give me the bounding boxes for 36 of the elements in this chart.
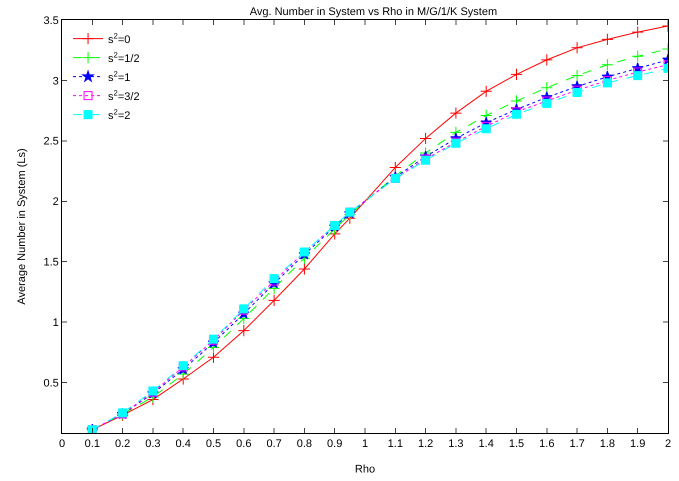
legend-label: s$^{2}$=3/2 <box>108 88 140 103</box>
x-tick-label: 1.3 <box>448 438 464 450</box>
x-tick-label: 0.2 <box>114 438 130 450</box>
x-tick-label: 1.9 <box>630 438 646 450</box>
x-tick-label: 0.1 <box>84 438 100 450</box>
legend-label: s$^{2}$=0 <box>108 31 130 46</box>
legend-label: s$^{2}$=1 <box>108 69 130 84</box>
legend-label: s$^{2}$=1/2 <box>108 50 140 65</box>
x-tick-label: 0.9 <box>327 438 342 450</box>
y-tick-label: 0.5 <box>44 377 59 390</box>
x-tick-label: 0.4 <box>176 438 191 450</box>
y-tick-label: 1.5 <box>44 256 59 269</box>
chart-title: Avg. Number in System vs Rho in M/G/1/K System <box>250 6 498 18</box>
x-tick-label: 1.5 <box>508 438 524 450</box>
y-tick-label: 2 <box>52 196 59 208</box>
y-axis-title: Average Number in System (Ls) <box>16 148 28 305</box>
x-tick-label: 1.4 <box>478 438 494 450</box>
x-tick-label: 0 <box>58 438 66 450</box>
x-tick-label: 0.7 <box>266 438 282 450</box>
y-tick-label: 3 <box>52 75 59 88</box>
y-tick-label: 1 <box>52 317 59 330</box>
x-tick-label: 1.8 <box>600 438 616 450</box>
x-tick-label: 0.5 <box>206 438 222 450</box>
x-tick-label: 1.1 <box>388 438 403 450</box>
y-tick-label: 3.5 <box>44 14 59 27</box>
x-tick-label: 0.6 <box>236 438 252 450</box>
x-axis-title: Rho <box>354 463 376 476</box>
x-tick-label: 1.2 <box>418 438 434 450</box>
legend-label: s$^{2}$=2 <box>108 107 130 122</box>
x-tick-label: 0.3 <box>145 438 161 450</box>
y-tick-label: 2.5 <box>44 136 59 148</box>
x-tick-label: 0.8 <box>296 438 312 450</box>
x-tick-label: 1.7 <box>569 438 585 450</box>
x-tick-label: 2 <box>664 438 672 450</box>
x-tick-label: 1.6 <box>539 438 554 450</box>
x-tick-label: 1 <box>362 438 368 450</box>
